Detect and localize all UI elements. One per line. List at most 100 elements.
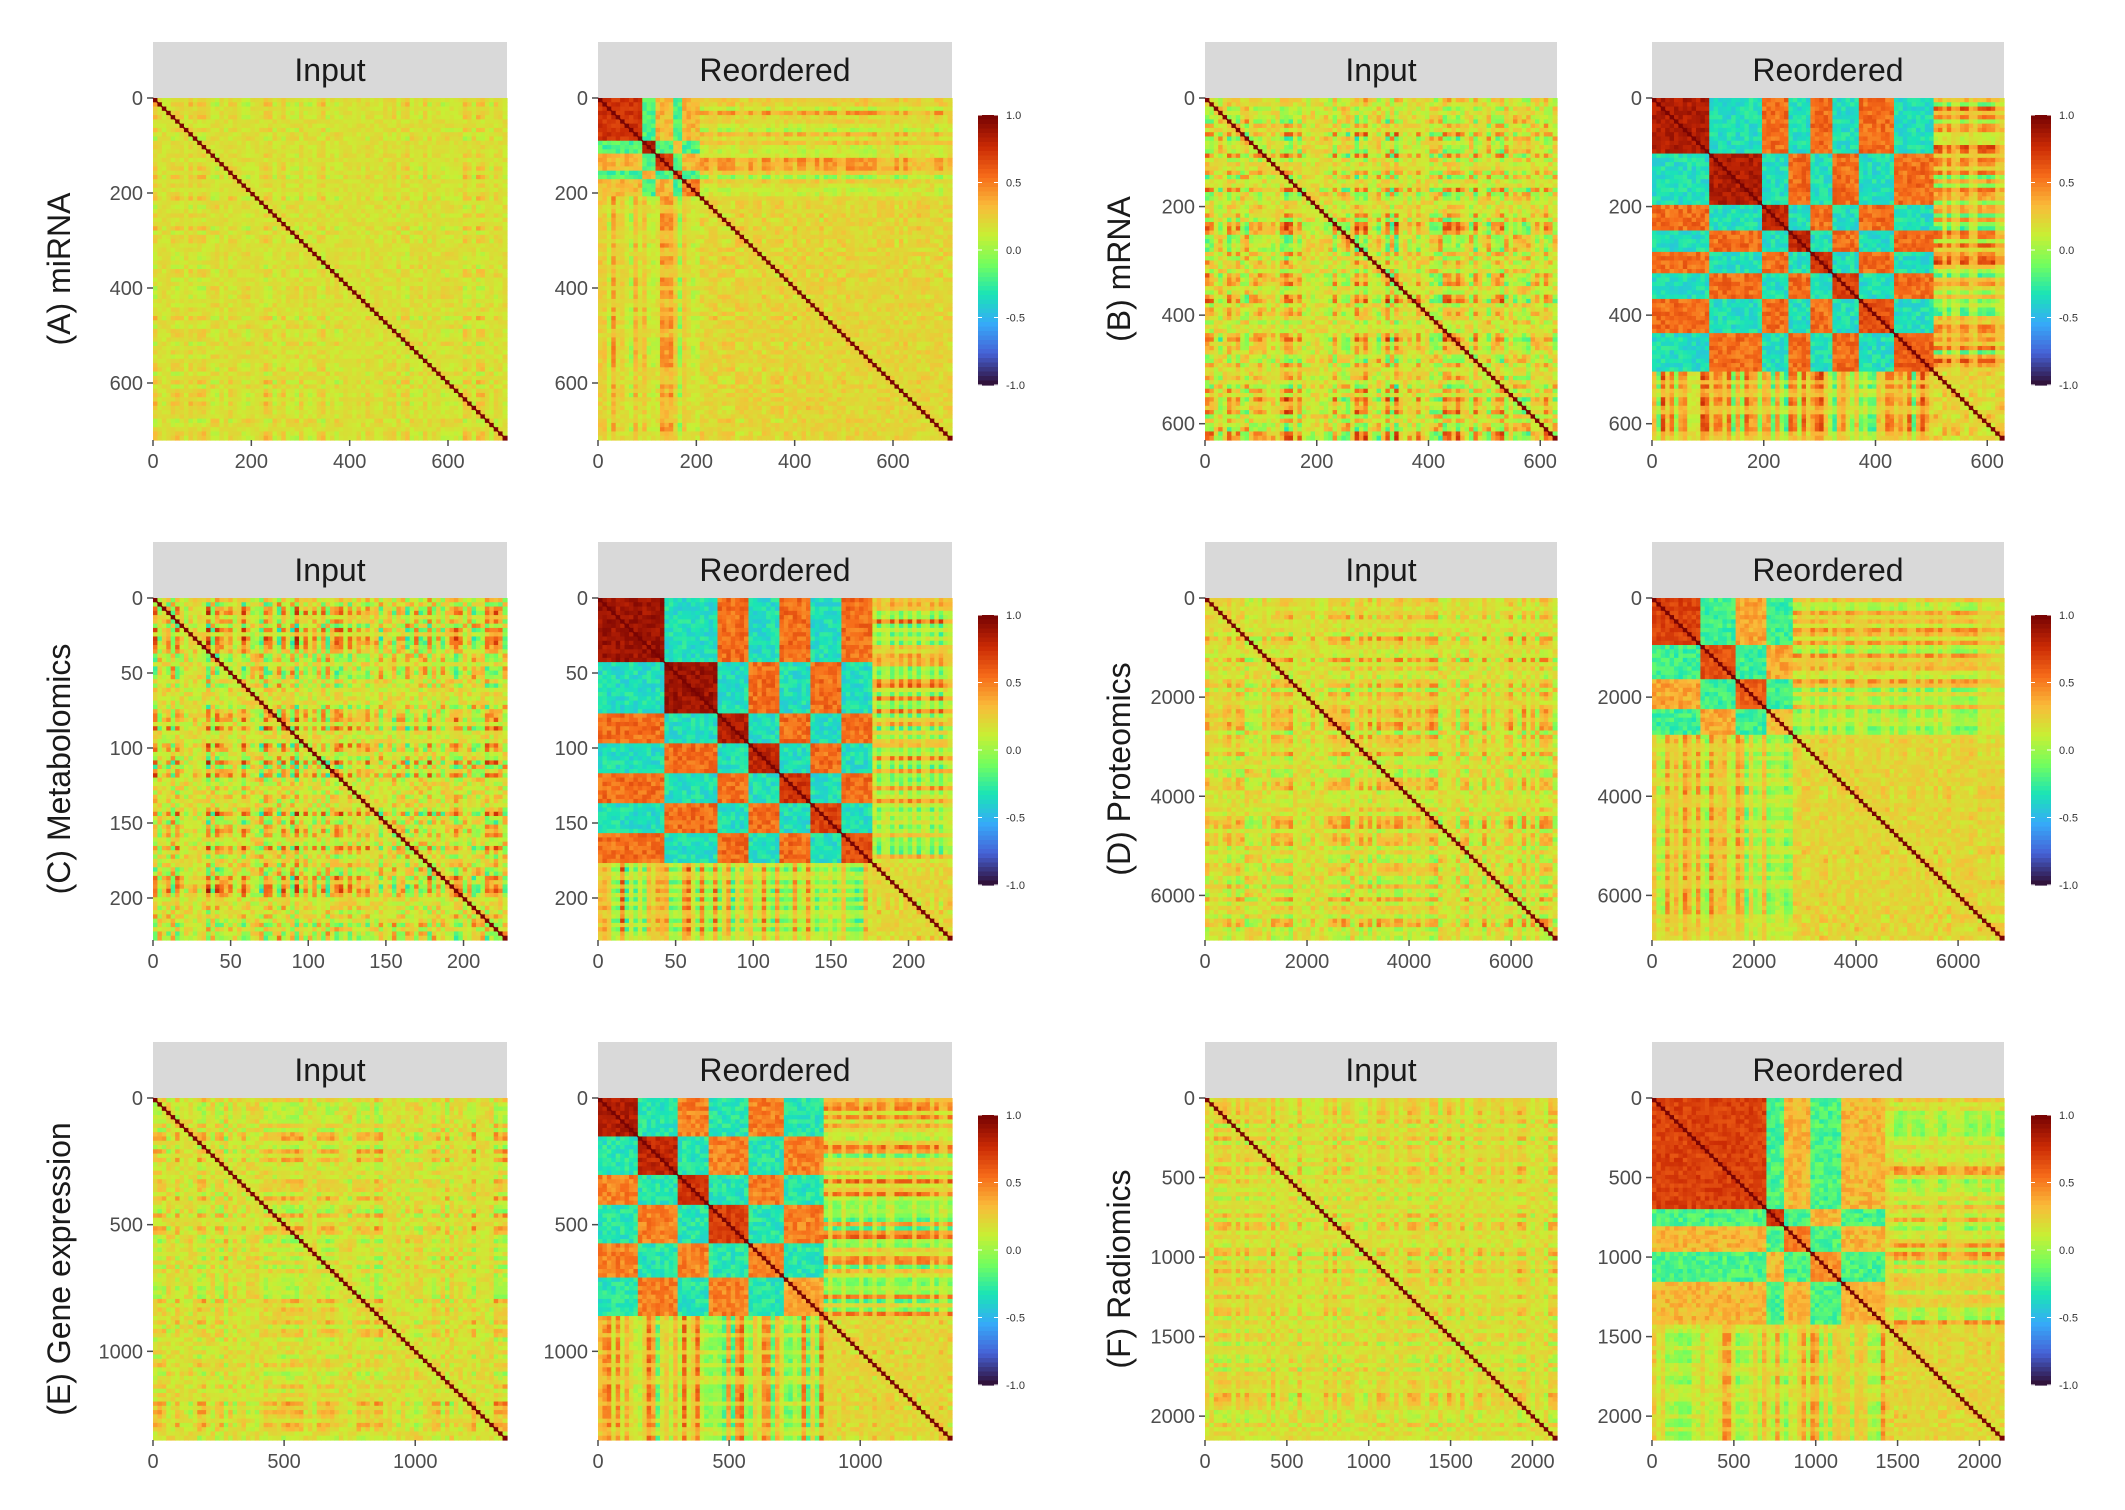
heatmap-cell xyxy=(193,184,198,189)
heatmap-cell xyxy=(286,307,291,312)
heatmap-cell xyxy=(454,179,459,184)
heatmap-cell xyxy=(268,239,273,244)
heatmap-cell xyxy=(330,107,335,112)
heatmap-cell xyxy=(427,226,432,231)
heatmap-cell xyxy=(480,205,485,210)
heatmap-cell xyxy=(153,307,158,312)
heatmap-cell xyxy=(410,184,415,189)
heatmap-cell xyxy=(348,231,353,236)
heatmap-cell xyxy=(166,290,171,295)
heatmap-cell xyxy=(286,312,291,317)
heatmap-cell xyxy=(162,158,167,163)
heatmap-cell xyxy=(228,209,233,214)
heatmap-cell xyxy=(188,124,193,129)
heatmap-cell xyxy=(357,119,362,124)
heatmap-cell xyxy=(157,201,162,206)
heatmap-cell xyxy=(295,248,300,253)
heatmap-cell xyxy=(436,329,441,334)
heatmap-cell xyxy=(383,188,388,193)
heatmap-cell xyxy=(480,243,485,248)
heatmap-cell xyxy=(272,286,277,291)
heatmap-cell xyxy=(472,342,477,347)
heatmap-cell xyxy=(197,329,202,334)
heatmap-cell xyxy=(436,196,441,201)
heatmap-cell xyxy=(339,346,344,351)
heatmap-cell xyxy=(357,265,362,270)
heatmap-cell xyxy=(352,158,357,163)
heatmap-cell xyxy=(458,222,463,227)
heatmap-cell xyxy=(383,136,388,141)
heatmap-cell xyxy=(175,269,180,274)
heatmap-cell xyxy=(193,158,198,163)
heatmap-cell xyxy=(383,154,388,159)
heatmap-cell xyxy=(361,252,366,257)
heatmap-cell xyxy=(383,337,388,342)
heatmap-cell xyxy=(489,205,494,210)
heatmap-cell xyxy=(211,286,216,291)
heatmap-cell xyxy=(343,192,348,197)
heatmap-cell xyxy=(489,337,494,342)
heatmap-cell xyxy=(153,299,158,304)
heatmap-cell xyxy=(352,132,357,137)
heatmap-cell xyxy=(330,141,335,146)
heatmap-cell xyxy=(449,171,454,176)
heatmap-cell xyxy=(485,226,490,231)
heatmap-cell xyxy=(476,329,481,334)
heatmap-cell xyxy=(401,320,406,325)
heatmap-cell xyxy=(281,175,286,180)
heatmap-cell xyxy=(180,350,185,355)
heatmap-cell xyxy=(326,124,331,129)
heatmap-cell xyxy=(197,312,202,317)
heatmap-cell xyxy=(348,303,353,308)
heatmap-cell xyxy=(180,111,185,116)
heatmap-cell xyxy=(219,303,224,308)
heatmap-cell xyxy=(348,124,353,129)
heatmap-cell xyxy=(414,184,419,189)
heatmap-cell xyxy=(489,269,494,274)
heatmap-cell xyxy=(485,209,490,214)
heatmap-cell xyxy=(334,141,339,146)
heatmap-cell xyxy=(454,119,459,124)
heatmap-cell xyxy=(405,201,410,206)
heatmap-cell xyxy=(180,346,185,351)
heatmap-cell xyxy=(361,325,366,330)
heatmap-cell xyxy=(286,196,291,201)
heatmap-cell xyxy=(330,333,335,338)
heatmap-cell xyxy=(480,337,485,342)
heatmap-cell xyxy=(405,209,410,214)
heatmap-cell xyxy=(463,175,468,180)
heatmap-cell xyxy=(432,154,437,159)
heatmap-cell xyxy=(202,119,207,124)
heatmap-cell xyxy=(237,145,242,150)
heatmap-cell xyxy=(432,243,437,248)
heatmap-cell xyxy=(175,329,180,334)
heatmap-cell xyxy=(365,278,370,283)
heatmap-cell xyxy=(255,346,260,351)
heatmap-cell xyxy=(326,333,331,338)
heatmap-cell xyxy=(410,286,415,291)
heatmap-cell xyxy=(250,179,255,184)
heatmap-cell xyxy=(401,260,406,265)
heatmap-cell xyxy=(295,119,300,124)
heatmap-cell xyxy=(383,145,388,150)
heatmap-cell xyxy=(259,184,264,189)
heatmap-cell xyxy=(365,239,370,244)
heatmap-cell xyxy=(352,102,357,107)
heatmap-cell xyxy=(180,184,185,189)
heatmap-cell xyxy=(374,346,379,351)
heatmap-cell xyxy=(339,209,344,214)
heatmap-cell xyxy=(308,260,313,265)
heatmap-cell xyxy=(441,119,446,124)
heatmap-cell xyxy=(180,282,185,287)
heatmap-cell xyxy=(299,119,304,124)
heatmap-cell xyxy=(233,222,238,227)
heatmap-cell xyxy=(392,124,397,129)
heatmap-cell xyxy=(166,98,171,103)
heatmap-cell xyxy=(272,282,277,287)
heatmap-cell xyxy=(171,154,176,159)
heatmap-cell xyxy=(250,260,255,265)
heatmap-cell xyxy=(463,337,468,342)
heatmap-cell xyxy=(193,218,198,223)
heatmap-cell xyxy=(219,184,224,189)
heatmap-cell xyxy=(277,307,282,312)
